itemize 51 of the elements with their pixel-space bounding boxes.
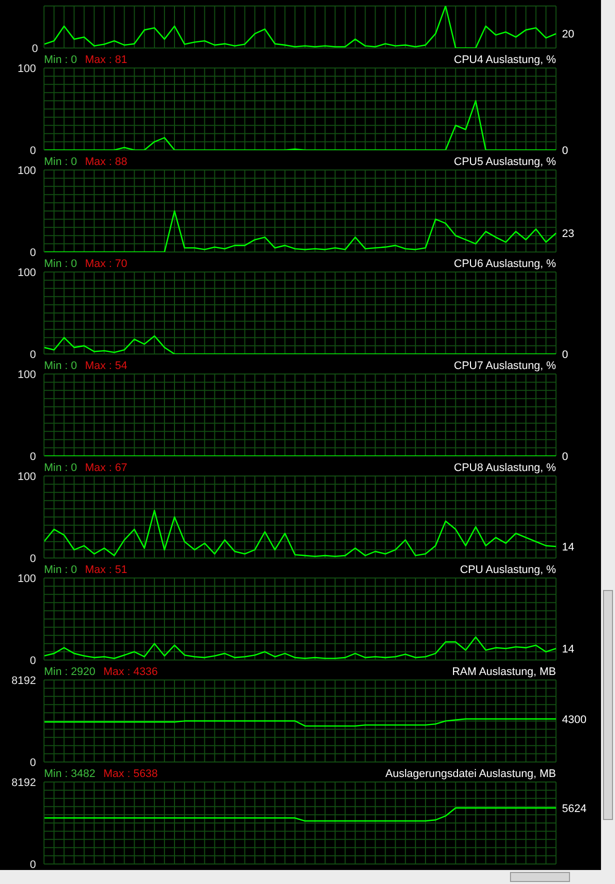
text: 4300: [562, 714, 586, 726]
chart-title: RAM Auslastung, MB: [452, 665, 556, 680]
chart-title: CPU4 Auslastung, %: [454, 53, 556, 68]
y-tick-label: 100: [18, 62, 36, 75]
y-tick-label: 100: [18, 164, 36, 177]
chart-title: CPU6 Auslastung, %: [454, 257, 556, 272]
y-tick-label: 100: [18, 368, 36, 381]
chart-title: CPU7 Auslastung, %: [454, 359, 556, 374]
text: Min : 0: [44, 156, 78, 168]
y-tick-label: 0: [30, 348, 36, 361]
y-tick-label: 100: [18, 266, 36, 279]
text: 14: [562, 643, 574, 656]
chart-title: CPU Auslastung, %: [460, 563, 556, 578]
y-tick-label: 0: [30, 144, 36, 157]
line-series: [43, 718, 557, 727]
text: 0: [562, 348, 568, 361]
text: Min : 0: [44, 54, 78, 66]
y-tick-label: 0: [30, 756, 36, 769]
text: Max : 88: [85, 156, 128, 168]
text: Max : 4336: [103, 666, 158, 678]
text: 5624: [562, 802, 586, 815]
text: 14: [562, 541, 574, 554]
text: Max : 81: [85, 54, 128, 66]
chart-title: CPU8 Auslastung, %: [454, 461, 556, 476]
chart-title: Auslagerungsdatei Auslastung, MB: [385, 767, 556, 782]
text: 0: [562, 144, 568, 157]
text: Max : 67: [85, 462, 128, 474]
text: Max : 54: [85, 360, 128, 372]
text: Min : 0: [44, 258, 78, 270]
text: Max : 5638: [103, 768, 158, 780]
text: Min : 3482: [44, 768, 96, 780]
y-tick-label: 8192: [12, 674, 36, 687]
text: 20: [562, 28, 574, 41]
y-tick-label: 8192: [12, 776, 36, 789]
text: Min : 0: [44, 360, 78, 372]
text: Min : 2920: [44, 666, 96, 678]
text: Max : 51: [85, 564, 128, 576]
text: 0: [562, 450, 568, 463]
y-tick-label: 100: [18, 572, 36, 585]
text: 23: [562, 228, 574, 240]
y-tick-label: 100: [18, 470, 36, 483]
text: Min : 0: [44, 462, 78, 474]
chart-title: CPU5 Auslastung, %: [454, 155, 556, 170]
line-series: [43, 807, 557, 822]
y-tick-label: 0: [30, 450, 36, 463]
text: Max : 70: [85, 258, 128, 270]
y-tick-label: 0: [30, 654, 36, 667]
text: Min : 0: [44, 564, 78, 576]
y-tick-label: 0: [30, 246, 36, 259]
y-tick-label: 0: [30, 552, 36, 565]
y-tick-label: 0: [30, 858, 36, 871]
